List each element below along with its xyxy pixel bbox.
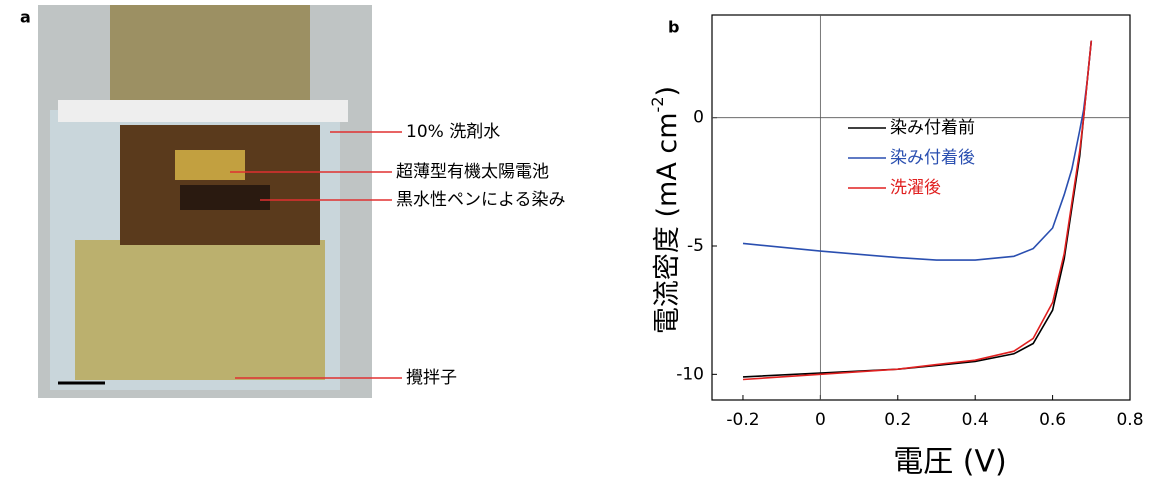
x-tick-label: 0.8 [1116, 410, 1143, 430]
annotation: 10% 洗剤水 [406, 122, 500, 142]
annotation: 超薄型有機太陽電池 [396, 162, 549, 182]
x-tick-label: 0.4 [962, 410, 989, 430]
x-tick-label: 0.2 [884, 410, 911, 430]
strips-top [110, 5, 310, 100]
y-tick-label: -5 [687, 236, 704, 256]
y-axis-label: 電流密度 (mA cm-2) [648, 86, 683, 334]
y-tick-label: 0 [693, 108, 704, 128]
legend-label: 洗濯後 [890, 178, 941, 198]
y-axis-label-main: 電流密度 (mA cm [652, 112, 683, 334]
photo [38, 5, 402, 398]
annotation: 攪拌子 [406, 368, 457, 388]
panel-label: b [668, 18, 679, 37]
foam [58, 100, 348, 122]
plot-frame [711, 14, 1131, 401]
panel-label: a [20, 8, 31, 27]
y-tick-label: -10 [676, 364, 704, 384]
y-axis-label-sup: -2 [648, 96, 667, 112]
x-tick-label: 0 [815, 410, 826, 430]
strips-bottom [75, 240, 325, 380]
x-tick-label: -0.2 [726, 410, 759, 430]
x-tick-label: 0.6 [1039, 410, 1066, 430]
legend-label: 染み付着後 [890, 148, 975, 168]
data-line [742, 40, 1093, 381]
electrode [175, 150, 245, 180]
annotation: 黒水性ペンによる染み [396, 190, 566, 210]
x-axis-label: 電圧 (V) [893, 445, 1006, 480]
y-axis-label-end: ) [652, 86, 683, 97]
data-line [742, 40, 1093, 261]
legend-label: 染み付着前 [890, 118, 975, 138]
stain [180, 185, 270, 210]
